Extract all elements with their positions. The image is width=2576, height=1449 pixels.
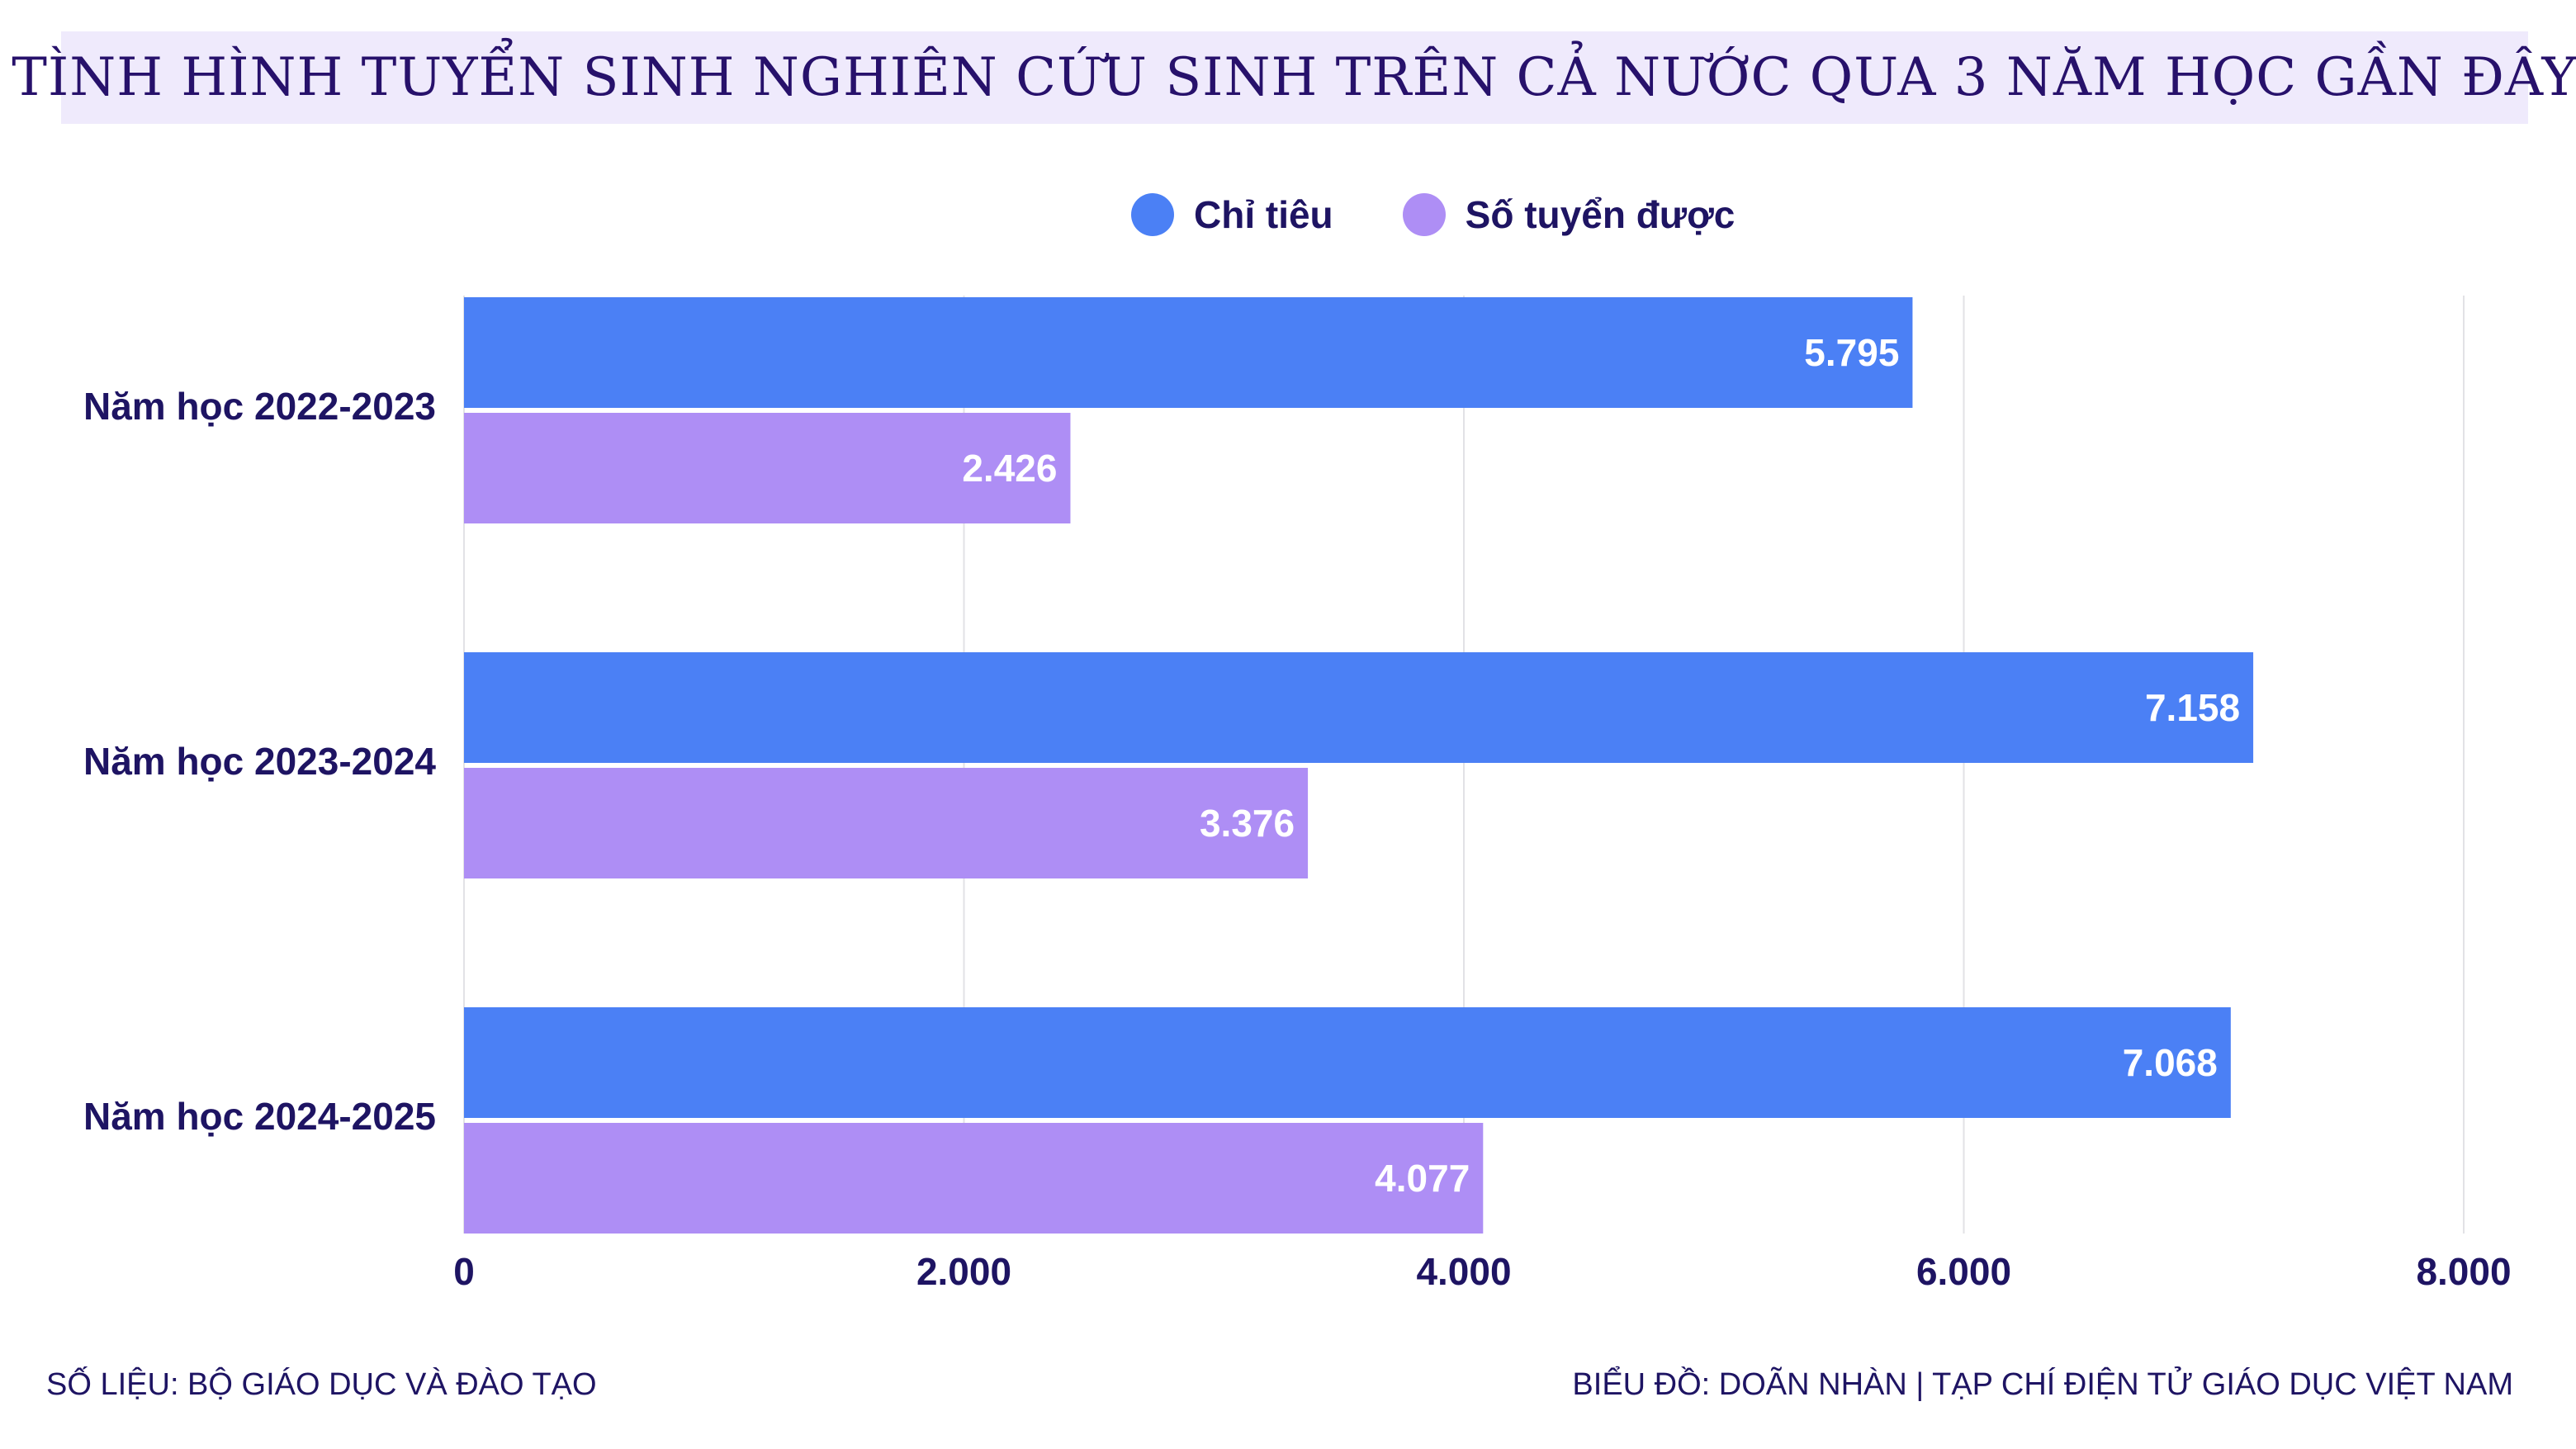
data-label-quota-3: 7.068 bbox=[2123, 1041, 2218, 1084]
source-note: SỐ LIỆU: BỘ GIÁO DỤC VÀ ĐÀO TẠO bbox=[46, 1367, 597, 1402]
legend-item-quota: Chỉ tiêu bbox=[1131, 192, 1333, 237]
data-label-quota-2: 7.158 bbox=[2145, 686, 2240, 729]
x-tick-label-0: 0 bbox=[453, 1250, 475, 1293]
category-label-2023-2024: Năm học 2023-2024 bbox=[83, 740, 436, 783]
data-label-admitted-2: 3.376 bbox=[1200, 802, 1295, 845]
legend: Chỉ tiêu Số tuyển được bbox=[1131, 190, 1804, 239]
legend-item-admitted: Số tuyển được bbox=[1402, 192, 1735, 237]
x-tick-label-8000: 8.000 bbox=[2416, 1250, 2511, 1293]
x-tick-label-2000: 2.000 bbox=[916, 1250, 1011, 1293]
legend-swatch-quota bbox=[1131, 193, 1174, 236]
category-label-2022-2023: Năm học 2022-2023 bbox=[83, 385, 436, 428]
data-label-quota-1: 5.795 bbox=[1804, 331, 1899, 374]
data-label-admitted-3: 4.077 bbox=[1375, 1157, 1470, 1200]
legend-label-quota: Chỉ tiêu bbox=[1194, 193, 1333, 236]
x-tick-label-6000: 6.000 bbox=[1916, 1250, 2011, 1293]
legend-label-admitted: Số tuyển được bbox=[1465, 193, 1735, 236]
data-label-admitted-1: 2.426 bbox=[962, 447, 1057, 490]
bar-admitted-1 bbox=[464, 413, 1071, 523]
legend-swatch-admitted bbox=[1402, 193, 1446, 236]
category-label-2024-2025: Năm học 2024-2025 bbox=[83, 1095, 436, 1138]
bar-quota-3 bbox=[464, 1007, 2231, 1118]
title-background bbox=[61, 31, 2528, 124]
bar-admitted-3 bbox=[464, 1123, 1484, 1234]
credit-note: BIỂU ĐỒ: DOÃN NHÀN | TẠP CHÍ ĐIỆN TỬ GIÁ… bbox=[1572, 1367, 2513, 1402]
x-tick-label-4000: 4.000 bbox=[1416, 1250, 1511, 1293]
bar-admitted-2 bbox=[464, 768, 1309, 878]
bar-quota-2 bbox=[464, 652, 2254, 763]
bar-quota-1 bbox=[464, 297, 1913, 408]
chart-title: TÌNH HÌNH TUYỂN SINH NGHIÊN CỨU SINH TRÊ… bbox=[12, 47, 2576, 108]
